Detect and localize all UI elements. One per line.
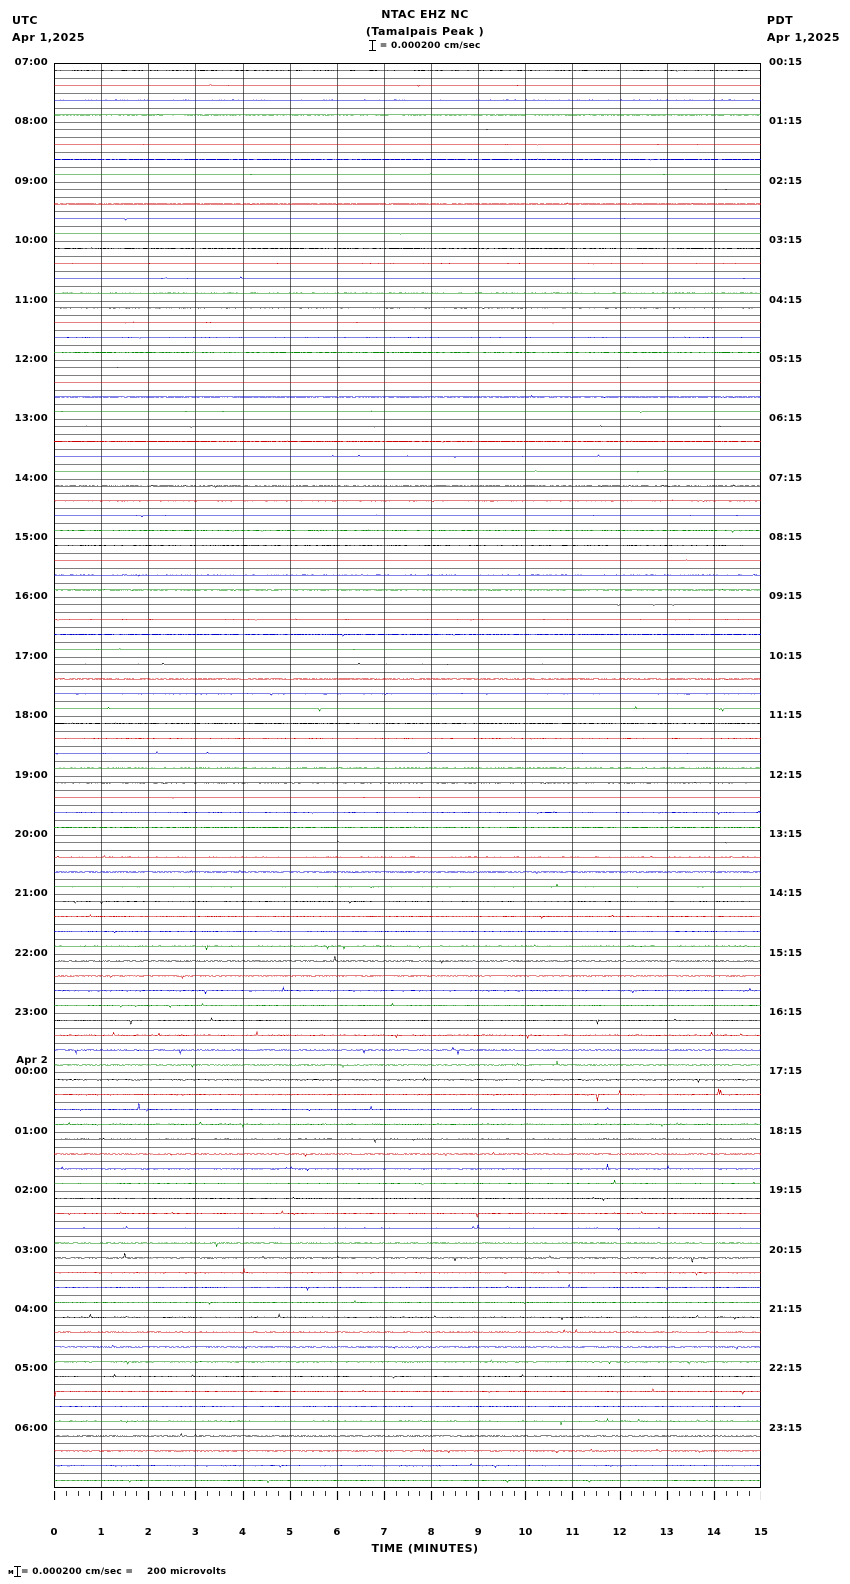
x-tick-label: 3 [191, 1527, 199, 1538]
right-time-label: 03:15 [769, 235, 803, 247]
header-left-timezone: UTC Apr 1,2025 [12, 12, 85, 46]
x-tick-label: 5 [286, 1527, 294, 1538]
left-time-label: 17:00 [14, 650, 48, 662]
left-time-label: 10:00 [14, 235, 48, 247]
left-time-label: 06:00 [14, 1422, 48, 1434]
x-tick-label: 0 [50, 1527, 58, 1538]
left-time-label: 11:00 [14, 294, 48, 306]
x-tick-label: 6 [333, 1527, 341, 1538]
footer-m-prefix: м [8, 1568, 15, 1576]
scale-reference: = 0.000200 cm/sec [0, 40, 850, 51]
left-time-label: 02:00 [14, 1185, 48, 1197]
x-tick-label: 15 [754, 1527, 768, 1538]
x-tick-label: 1 [97, 1527, 105, 1538]
right-time-label: 11:15 [769, 710, 803, 722]
chart-title: NTAC EHZ NC [381, 8, 469, 21]
right-time-label: 18:15 [769, 1125, 803, 1137]
right-time-label: 00:15 [769, 57, 803, 68]
footer-scale-bar-icon [14, 1566, 22, 1577]
x-axis-ticks [53, 1488, 763, 1500]
x-axis-title: TIME (MINUTES) [371, 1542, 479, 1555]
x-tick-label: 13 [659, 1527, 674, 1538]
right-time-label: 09:15 [769, 591, 803, 603]
left-time-label: 23:00 [14, 1007, 48, 1018]
left-time-label: 18:00 [14, 710, 48, 722]
left-time-label: 04:00 [14, 1303, 48, 1315]
left-time-label: 00:00 [14, 1066, 48, 1078]
right-timezone-label: PDT [766, 14, 794, 27]
right-time-label: 19:15 [769, 1185, 803, 1197]
left-time-label: 20:00 [14, 828, 48, 840]
left-time-label: 19:00 [14, 769, 48, 781]
right-time-label: 20:15 [769, 1244, 803, 1256]
right-time-label: 21:15 [769, 1303, 803, 1315]
left-time-label: 16:00 [14, 591, 48, 603]
right-time-label: 05:15 [769, 353, 803, 365]
left-time-label: Apr 2 [16, 1055, 48, 1067]
left-time-label: 22:00 [14, 947, 48, 959]
x-tick-label: 14 [706, 1527, 721, 1538]
left-time-label: 03:00 [14, 1244, 48, 1256]
x-tick-label: 12 [612, 1527, 627, 1538]
x-tick-label: 7 [380, 1527, 388, 1538]
chart-subtitle: (Tamalpais Peak ) [365, 25, 485, 38]
x-tick-label: 10 [518, 1527, 533, 1538]
left-time-label: 13:00 [14, 413, 48, 425]
left-time-label: 14:00 [14, 472, 48, 484]
footer-scale-text: = 0.000200 cm/sec = 200 microvolts [21, 1567, 227, 1577]
right-time-label: 01:15 [769, 116, 803, 128]
left-timezone-label: UTC [12, 14, 39, 27]
x-tick-label: 11 [565, 1527, 580, 1538]
scale-bar-icon [369, 40, 377, 51]
left-date-label: Apr 1,2025 [12, 31, 86, 44]
left-time-label: 09:00 [14, 175, 48, 187]
right-date-label: Apr 1,2025 [766, 31, 840, 44]
seismogram-plot [54, 63, 761, 1488]
right-time-label: 10:15 [769, 650, 803, 662]
right-time-label: 22:15 [769, 1363, 803, 1375]
seismogram-svg [54, 63, 761, 1488]
right-time-label: 08:15 [769, 532, 803, 543]
left-time-label: 15:00 [14, 532, 48, 543]
left-time-label: 07:00 [14, 57, 48, 68]
right-time-label: 02:15 [769, 175, 803, 187]
left-time-label: 08:00 [14, 116, 48, 128]
x-tick-label: 2 [144, 1527, 152, 1538]
right-time-label: 04:15 [769, 294, 803, 306]
x-tick-label: 8 [427, 1527, 435, 1538]
left-time-label: 05:00 [14, 1363, 48, 1375]
left-time-label: 01:00 [14, 1125, 48, 1137]
header-center: NTAC EHZ NC (Tamalpais Peak ) [0, 6, 850, 40]
right-time-label: 17:15 [769, 1066, 803, 1078]
right-time-label: 12:15 [769, 769, 803, 781]
scale-note-label: = 0.000200 cm/sec [379, 41, 481, 51]
x-tick-label: 4 [239, 1527, 247, 1538]
left-time-label: 21:00 [14, 888, 48, 900]
header-right-timezone: PDT Apr 1,2025 [767, 12, 840, 46]
left-time-label: 12:00 [14, 353, 48, 365]
right-time-label: 14:15 [769, 888, 803, 900]
right-time-label: 07:15 [769, 472, 803, 484]
footer-scale-note: м = 0.000200 cm/sec = 200 microvolts [8, 1566, 226, 1577]
right-time-label: 16:15 [769, 1007, 803, 1018]
right-time-label: 13:15 [769, 828, 803, 840]
x-tick-label: 9 [474, 1527, 482, 1538]
right-time-label: 23:15 [769, 1422, 803, 1434]
right-time-label: 15:15 [769, 947, 803, 959]
right-time-label: 06:15 [769, 413, 803, 425]
